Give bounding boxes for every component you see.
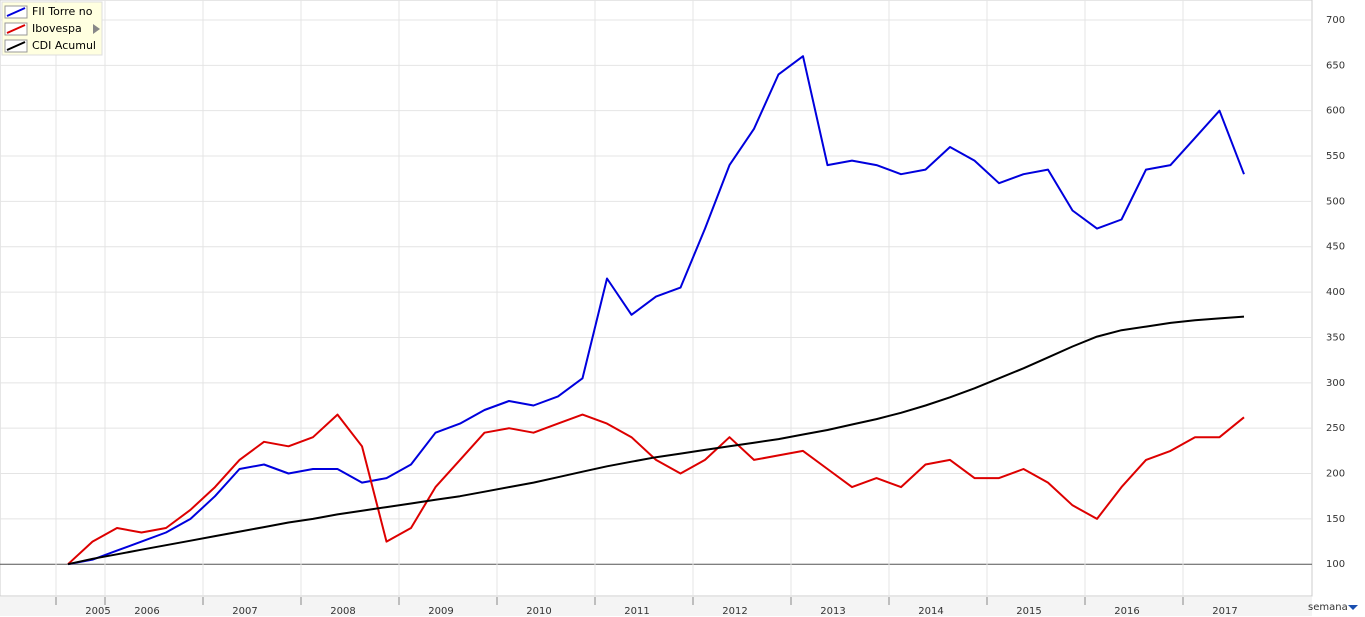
legend-label: FII Torre no: [32, 5, 93, 18]
period-selector[interactable]: semana: [1308, 602, 1348, 613]
legend-line: [6, 41, 26, 51]
y-tick-label: 650: [1326, 60, 1345, 71]
x-tick-label: 2015: [1016, 606, 1041, 617]
x-tick-label: 2005: [85, 606, 110, 617]
legend-label: Ibovespa: [32, 22, 82, 35]
x-tick-label: 2011: [624, 606, 649, 617]
y-tick-label: 250: [1326, 423, 1345, 434]
y-tick-label: 550: [1326, 151, 1345, 162]
y-tick-label: 150: [1326, 514, 1345, 525]
y-tick-label: 100: [1326, 559, 1345, 570]
x-tick-label: 2012: [722, 606, 747, 617]
series-line: [67, 55, 1245, 566]
y-tick-label: 200: [1326, 469, 1345, 480]
y-tick-label: 350: [1326, 332, 1345, 343]
period-dropdown-arrow[interactable]: [1348, 605, 1358, 610]
y-tick-label: 500: [1326, 196, 1345, 207]
x-tick-label: 2010: [526, 606, 551, 617]
x-tick-label: 2008: [330, 606, 355, 617]
x-tick-label: 2017: [1212, 606, 1237, 617]
legend-arrow[interactable]: [93, 24, 100, 34]
y-tick-label: 450: [1326, 242, 1345, 253]
x-tick-label: 2009: [428, 606, 453, 617]
legend-line: [6, 7, 26, 17]
series-line: [67, 413, 1245, 565]
y-tick-label: 300: [1326, 378, 1345, 389]
x-tick-label: 2013: [820, 606, 845, 617]
x-tick-label: 2006: [134, 606, 159, 617]
x-tick-label: 2007: [232, 606, 257, 617]
y-tick-label: 700: [1326, 15, 1345, 26]
series-line: [67, 315, 1245, 566]
x-axis-band: [0, 597, 1312, 616]
legend: FII Torre no Ibovespa CDI Acumul: [1, 1, 103, 56]
x-tick-label: 2016: [1114, 606, 1139, 617]
y-tick-label: 600: [1326, 106, 1345, 117]
legend-line: [6, 24, 26, 34]
y-tick-label: 400: [1326, 287, 1345, 298]
x-tick-label: 2014: [918, 606, 943, 617]
legend-label: CDI Acumul: [32, 39, 96, 52]
plot-area: [0, 0, 1313, 597]
